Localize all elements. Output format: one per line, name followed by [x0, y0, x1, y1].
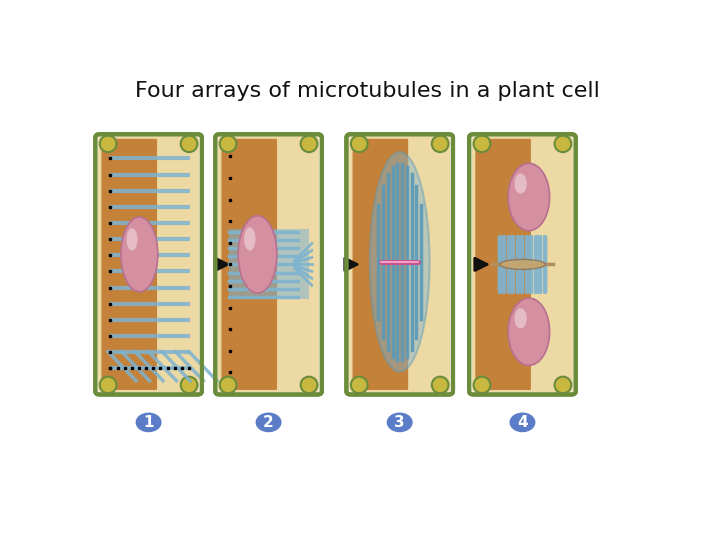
- Ellipse shape: [508, 298, 549, 366]
- Ellipse shape: [474, 136, 490, 152]
- FancyBboxPatch shape: [222, 139, 277, 390]
- Ellipse shape: [370, 152, 430, 372]
- Ellipse shape: [351, 136, 368, 152]
- Ellipse shape: [432, 377, 449, 393]
- Ellipse shape: [181, 136, 197, 152]
- Ellipse shape: [554, 136, 571, 152]
- Ellipse shape: [181, 377, 197, 393]
- FancyBboxPatch shape: [102, 139, 157, 390]
- FancyBboxPatch shape: [475, 139, 531, 390]
- Text: 3: 3: [395, 415, 405, 430]
- Ellipse shape: [508, 163, 549, 231]
- Circle shape: [387, 413, 412, 431]
- Text: Four arrays of microtubules in a plant cell: Four arrays of microtubules in a plant c…: [135, 82, 600, 102]
- Ellipse shape: [351, 377, 368, 393]
- FancyBboxPatch shape: [497, 237, 548, 292]
- Ellipse shape: [500, 259, 545, 269]
- Ellipse shape: [238, 216, 277, 293]
- FancyBboxPatch shape: [349, 136, 450, 393]
- Ellipse shape: [514, 308, 527, 328]
- Circle shape: [510, 413, 535, 431]
- Text: 1: 1: [143, 415, 154, 430]
- Text: 4: 4: [517, 415, 528, 430]
- Text: 2: 2: [264, 415, 274, 430]
- Ellipse shape: [100, 136, 117, 152]
- FancyBboxPatch shape: [229, 230, 309, 299]
- FancyBboxPatch shape: [353, 139, 408, 390]
- Ellipse shape: [244, 227, 256, 251]
- Ellipse shape: [220, 377, 236, 393]
- Circle shape: [256, 413, 281, 431]
- FancyBboxPatch shape: [218, 136, 319, 393]
- Ellipse shape: [301, 377, 318, 393]
- Ellipse shape: [301, 136, 318, 152]
- Circle shape: [136, 413, 161, 431]
- Ellipse shape: [100, 377, 117, 393]
- FancyBboxPatch shape: [98, 136, 199, 393]
- Ellipse shape: [220, 136, 236, 152]
- Ellipse shape: [121, 217, 158, 292]
- Ellipse shape: [514, 173, 527, 194]
- Ellipse shape: [432, 136, 449, 152]
- Ellipse shape: [474, 377, 490, 393]
- Ellipse shape: [554, 377, 571, 393]
- FancyBboxPatch shape: [472, 136, 573, 393]
- Ellipse shape: [127, 228, 138, 251]
